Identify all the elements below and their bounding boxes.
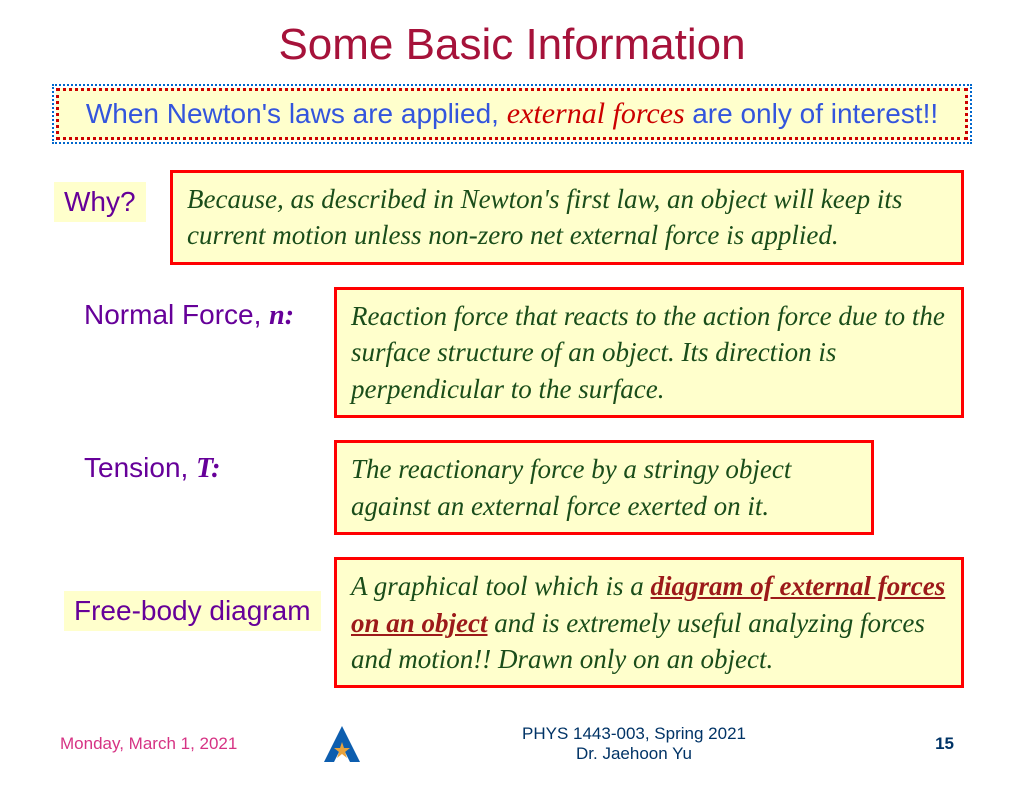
- tension-symbol: T:: [196, 453, 220, 484]
- fbd-description: A graphical tool which is a diagram of e…: [334, 557, 964, 688]
- fbd-desc-pre: A graphical tool which is a: [351, 571, 651, 601]
- banner-emphasis: external forces: [507, 97, 693, 130]
- normal-force-symbol: n:: [269, 300, 294, 331]
- row-why: Why? Because, as described in Newton's f…: [0, 170, 1024, 265]
- why-description: Because, as described in Newton's first …: [170, 170, 964, 265]
- newton-banner: When Newton's laws are applied, external…: [56, 88, 968, 140]
- normal-force-label-text: Normal Force,: [84, 299, 269, 330]
- banner-text-2: are only of interest!!: [692, 98, 938, 129]
- uta-logo-icon: [320, 724, 364, 764]
- tension-label-text: Tension,: [84, 452, 196, 483]
- tension-description: The reactionary force by a stringy objec…: [334, 440, 874, 535]
- row-normal-force: Normal Force, n: Reaction force that rea…: [0, 287, 1024, 418]
- normal-force-label: Normal Force, n:: [84, 299, 294, 332]
- row-tension: Tension, T: The reactionary force by a s…: [0, 440, 1024, 535]
- footer-page-number: 15: [935, 734, 954, 754]
- fbd-label: Free-body diagram: [64, 591, 321, 631]
- tension-label: Tension, T:: [84, 452, 220, 485]
- banner-text-1: When Newton's laws are applied,: [86, 98, 507, 129]
- footer-course-info: PHYS 1443-003, Spring 2021 Dr. Jaehoon Y…: [364, 724, 904, 765]
- row-free-body-diagram: Free-body diagram A graphical tool which…: [0, 557, 1024, 688]
- footer-course: PHYS 1443-003, Spring 2021: [364, 724, 904, 744]
- footer-date: Monday, March 1, 2021: [60, 734, 320, 754]
- normal-force-description: Reaction force that reacts to the action…: [334, 287, 964, 418]
- why-label: Why?: [54, 182, 146, 222]
- slide-footer: Monday, March 1, 2021 PHYS 1443-003, Spr…: [0, 720, 1024, 768]
- footer-instructor: Dr. Jaehoon Yu: [364, 744, 904, 764]
- slide-title: Some Basic Information: [0, 20, 1024, 70]
